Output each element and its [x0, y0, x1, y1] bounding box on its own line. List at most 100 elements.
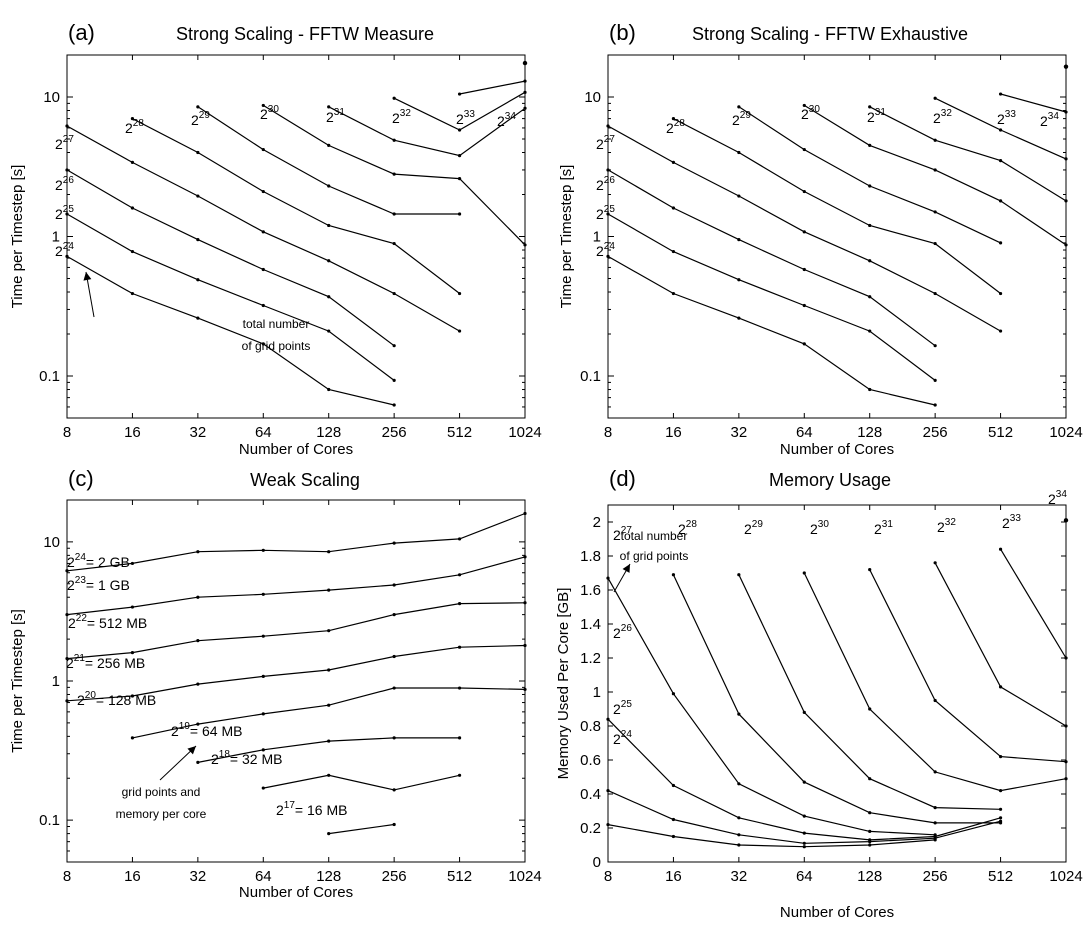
- series-line-2-27: [66, 125, 460, 332]
- data-point: [327, 329, 331, 333]
- data-point: [606, 717, 610, 721]
- data-point: [868, 223, 872, 228]
- data-point: [1064, 724, 1068, 728]
- data-point: [802, 841, 806, 845]
- data-point: [65, 699, 69, 703]
- chart-title: Memory Usage: [769, 470, 891, 490]
- annotation-text: grid points and: [122, 785, 201, 799]
- annotation-arrowhead: [83, 272, 92, 281]
- series-label-2-24: 224: [596, 241, 615, 259]
- data-point: [130, 206, 135, 210]
- data-point: [933, 344, 937, 348]
- series-line-2-17: [328, 823, 395, 835]
- annotation-arrowhead: [622, 564, 630, 573]
- data-point: [457, 291, 462, 296]
- series-label-2-30: 230: [260, 104, 279, 122]
- data-point: [998, 199, 1003, 203]
- annotation-text: of grid points: [242, 339, 311, 353]
- panel-b-strong-scaling-exhaustive: 8 16 32 64 128 256 512 1024 0.1 1 10 (b) Strong Scal…: [558, 20, 1083, 458]
- data-point: [737, 816, 741, 820]
- y-tick-label: 0.6: [580, 752, 601, 769]
- data-point: [671, 573, 676, 577]
- plot-frame: [66, 54, 526, 419]
- data-point: [737, 278, 741, 282]
- data-point: [130, 736, 135, 740]
- data-point: [1064, 777, 1068, 781]
- panel-a-strong-scaling-measure: 8 16 32 64 128 256 512 1024 0.1 1 10 (a) Strong Scal…: [9, 20, 542, 458]
- data-point: [196, 105, 200, 109]
- data-point: [998, 821, 1003, 825]
- data-point: [327, 629, 331, 633]
- data-point: [392, 541, 396, 545]
- data-point: [65, 656, 69, 661]
- data-point: [802, 189, 806, 194]
- data-point: [261, 748, 265, 752]
- data-point: [523, 643, 527, 648]
- data-point: [671, 817, 676, 822]
- x-tick-label: 512: [988, 424, 1013, 441]
- series-label-2-30: 230: [801, 104, 820, 122]
- series-label-2-34: 234: [1040, 111, 1059, 129]
- data-point: [130, 605, 135, 609]
- x-axis-label: Number of Cores: [780, 441, 894, 458]
- series-label-2-24: 224: [613, 729, 632, 747]
- data-point: [196, 150, 200, 155]
- data-point: [802, 147, 806, 152]
- data-point: [998, 291, 1003, 296]
- data-point: [737, 194, 741, 198]
- x-tick-label: 8: [63, 868, 71, 885]
- data-point: [65, 254, 69, 259]
- data-point: [457, 686, 462, 690]
- x-tick-label: 256: [923, 868, 948, 885]
- series-line-2-26: [607, 718, 1001, 841]
- series-label-2-27: 227: [55, 134, 74, 152]
- series-label-2-32: 232: [933, 108, 952, 126]
- data-point: [802, 780, 806, 784]
- x-tick-label: 8: [604, 424, 612, 441]
- data-point: [130, 694, 135, 698]
- series-label-2-28: 228: [125, 118, 144, 136]
- y-tick-label: 1: [593, 684, 601, 701]
- data-point: [1064, 243, 1068, 247]
- data-point: [261, 634, 265, 638]
- data-point: [196, 316, 200, 320]
- data-point: [671, 834, 676, 839]
- data-point: [1063, 518, 1069, 523]
- y-tick-label: 1: [593, 229, 601, 246]
- data-point: [802, 831, 806, 835]
- data-point: [802, 342, 806, 346]
- data-point: [196, 760, 200, 764]
- data-point: [392, 138, 396, 142]
- series-label-2-28: 228: [678, 519, 697, 537]
- data-point: [802, 267, 806, 272]
- data-point: [261, 592, 265, 596]
- data-point: [327, 184, 331, 188]
- data-point: [737, 150, 741, 155]
- data-point: [327, 223, 331, 228]
- data-point: [802, 710, 806, 715]
- series-label-2-31: 231: [326, 107, 345, 125]
- data-point: [523, 243, 527, 247]
- series-line-2-33: [459, 80, 526, 95]
- data-point: [1064, 199, 1068, 203]
- data-point: [392, 344, 396, 348]
- data-point: [196, 194, 200, 198]
- data-point: [868, 295, 872, 299]
- series-label-2-31: 231: [867, 107, 886, 125]
- data-point: [998, 128, 1003, 132]
- series-line-2-27: [607, 125, 1001, 332]
- x-tick-label: 64: [796, 868, 813, 885]
- series-line-2-29: [738, 106, 1001, 244]
- data-point: [802, 303, 806, 308]
- data-point: [671, 160, 676, 164]
- data-point: [261, 147, 265, 152]
- data-point: [392, 788, 396, 792]
- data-point: [457, 177, 462, 181]
- series-label-2-30: 230: [810, 519, 829, 537]
- series-line-2-26: [607, 169, 936, 347]
- data-point: [802, 571, 806, 575]
- x-axis-label: Number of Cores: [780, 904, 894, 921]
- x-tick-label: 256: [382, 868, 407, 885]
- data-point: [606, 823, 610, 827]
